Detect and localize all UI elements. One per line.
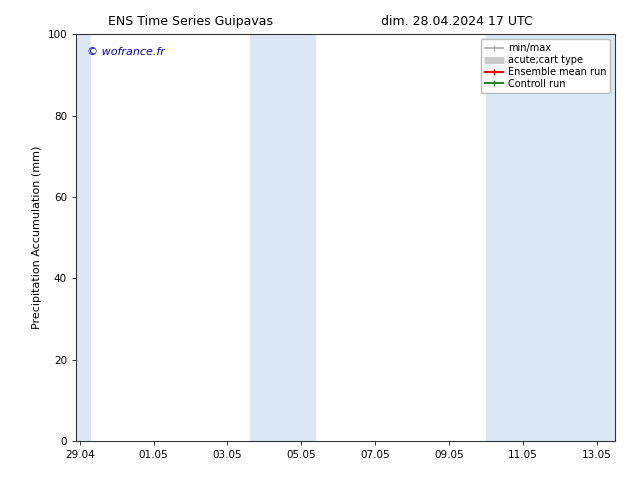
Bar [76,34,91,441]
Bar [486,34,615,441]
Legend: min/max, acute;cart type, Ensemble mean run, Controll run: min/max, acute;cart type, Ensemble mean … [481,39,610,93]
Y-axis label: Precipitation Accumulation (mm): Precipitation Accumulation (mm) [32,146,42,329]
Text: dim. 28.04.2024 17 UTC: dim. 28.04.2024 17 UTC [380,15,533,28]
Bar [250,34,316,441]
Text: © wofrance.fr: © wofrance.fr [87,47,165,56]
Text: ENS Time Series Guipavas: ENS Time Series Guipavas [108,15,273,28]
